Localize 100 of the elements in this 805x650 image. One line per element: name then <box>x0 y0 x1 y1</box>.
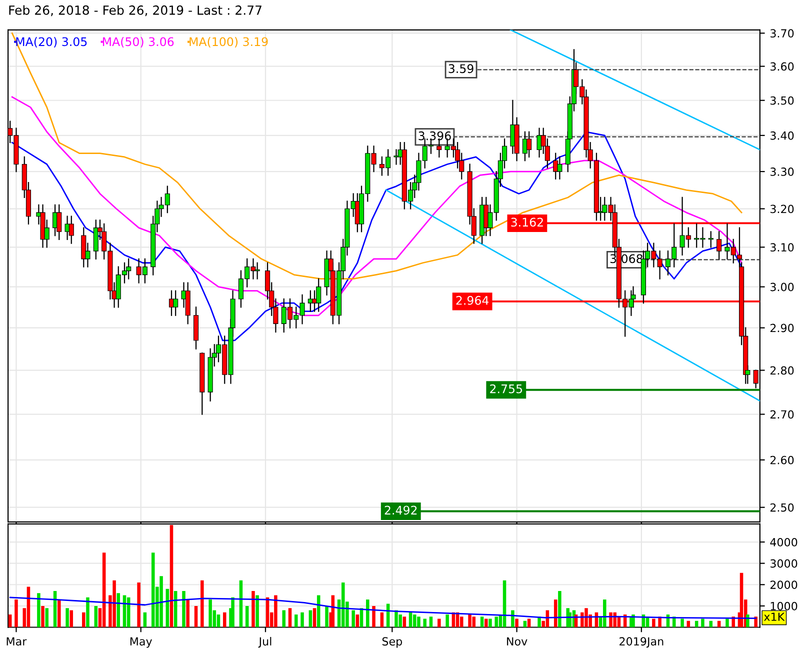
x-tick-label: 2019Jan <box>620 637 664 648</box>
text: x1K <box>764 612 785 621</box>
bar <box>398 614 402 628</box>
y-tick-label: 3.20 <box>770 204 794 214</box>
bar <box>288 608 292 628</box>
bar <box>282 610 286 628</box>
bar <box>515 618 518 628</box>
y-tick-label: 3.00 <box>770 282 794 292</box>
bar <box>484 618 488 628</box>
bar <box>652 618 656 628</box>
legend-label: MA(100) 3.19 <box>190 36 268 48</box>
candlestick <box>394 149 399 165</box>
bar <box>37 593 40 628</box>
line-series <box>9 596 757 619</box>
bar <box>372 606 376 628</box>
bar <box>160 576 163 628</box>
bar <box>394 610 398 628</box>
bar <box>580 612 584 628</box>
y-tick-label: 2.80 <box>770 366 794 375</box>
candlestick <box>56 204 62 240</box>
bar <box>754 616 758 628</box>
bar <box>186 600 190 628</box>
x-tick-label: Mar <box>6 637 27 646</box>
bar <box>137 582 140 628</box>
candlestick <box>126 258 132 280</box>
bar <box>613 612 616 628</box>
y-tick-label: 4000 <box>770 538 798 546</box>
bar <box>66 608 69 628</box>
bar <box>170 524 174 628</box>
bar <box>438 618 441 628</box>
bar <box>584 608 588 628</box>
y-tick-label: 3.50 <box>770 96 794 105</box>
bar <box>494 616 498 628</box>
bar <box>412 614 416 628</box>
bar <box>256 595 259 628</box>
x-tick-label: Jul <box>258 636 272 648</box>
bar <box>312 608 316 628</box>
bar <box>102 552 106 628</box>
bar <box>352 610 355 628</box>
candlestick <box>93 220 98 260</box>
bar <box>701 618 704 628</box>
line-series <box>11 32 742 280</box>
ref-line-label: 2.492 <box>384 506 417 515</box>
candlestick <box>716 231 722 260</box>
bar <box>252 591 255 628</box>
candlestick <box>173 290 178 316</box>
ref-line-label: 3.162 <box>511 218 543 227</box>
y-tick-label: 2000 <box>770 580 798 590</box>
bar <box>468 614 472 628</box>
candlestick <box>526 131 532 158</box>
bar <box>603 600 606 628</box>
x-tick-label: May <box>130 637 152 648</box>
bar <box>294 614 298 628</box>
bar <box>341 582 345 628</box>
bar <box>116 593 120 628</box>
candlestick <box>81 227 86 268</box>
bar <box>57 600 61 628</box>
bar <box>45 608 49 628</box>
y-tick-label: 3.40 <box>770 131 794 140</box>
candlestick <box>708 231 714 248</box>
bar <box>14 600 18 628</box>
y-tick-label: 1000 <box>770 602 798 610</box>
bar <box>325 606 328 628</box>
bar <box>460 616 464 628</box>
candlestick <box>536 128 542 158</box>
bar <box>41 606 44 628</box>
bar <box>402 616 406 628</box>
y-tick-label: 2.70 <box>770 410 794 419</box>
bar <box>222 612 226 628</box>
ref-line-label: 2.964 <box>456 296 489 305</box>
bar <box>112 580 116 628</box>
y-tick-label: 2.60 <box>770 456 794 464</box>
bar <box>527 618 531 628</box>
y-tick-label: 2.50 <box>770 503 794 512</box>
ref-line-label: 3.396 <box>418 131 451 140</box>
candlestick <box>68 216 74 244</box>
bar <box>609 612 612 628</box>
y-tick-label: 3.10 <box>770 243 794 252</box>
y-tick-label: 3.60 <box>770 62 794 71</box>
bar <box>308 610 312 628</box>
bar <box>488 618 492 628</box>
candlestick <box>316 278 322 312</box>
bar <box>480 616 484 628</box>
x-tick-label: Nov <box>507 637 528 646</box>
bar <box>194 606 198 628</box>
y-tick-label: 3.30 <box>770 168 794 176</box>
bar <box>208 600 212 628</box>
x-tick-label: Sep <box>382 637 402 648</box>
candlestick <box>254 262 260 280</box>
ref-line-label: 2.755 <box>490 384 522 394</box>
bar <box>356 614 360 628</box>
bar <box>182 591 186 628</box>
bar <box>86 597 90 628</box>
bar <box>423 618 426 628</box>
bar <box>429 616 433 628</box>
bar <box>472 616 476 628</box>
y-tick-label: 3000 <box>770 559 798 568</box>
bar <box>216 614 220 628</box>
bar <box>8 614 12 628</box>
bar <box>446 614 449 628</box>
